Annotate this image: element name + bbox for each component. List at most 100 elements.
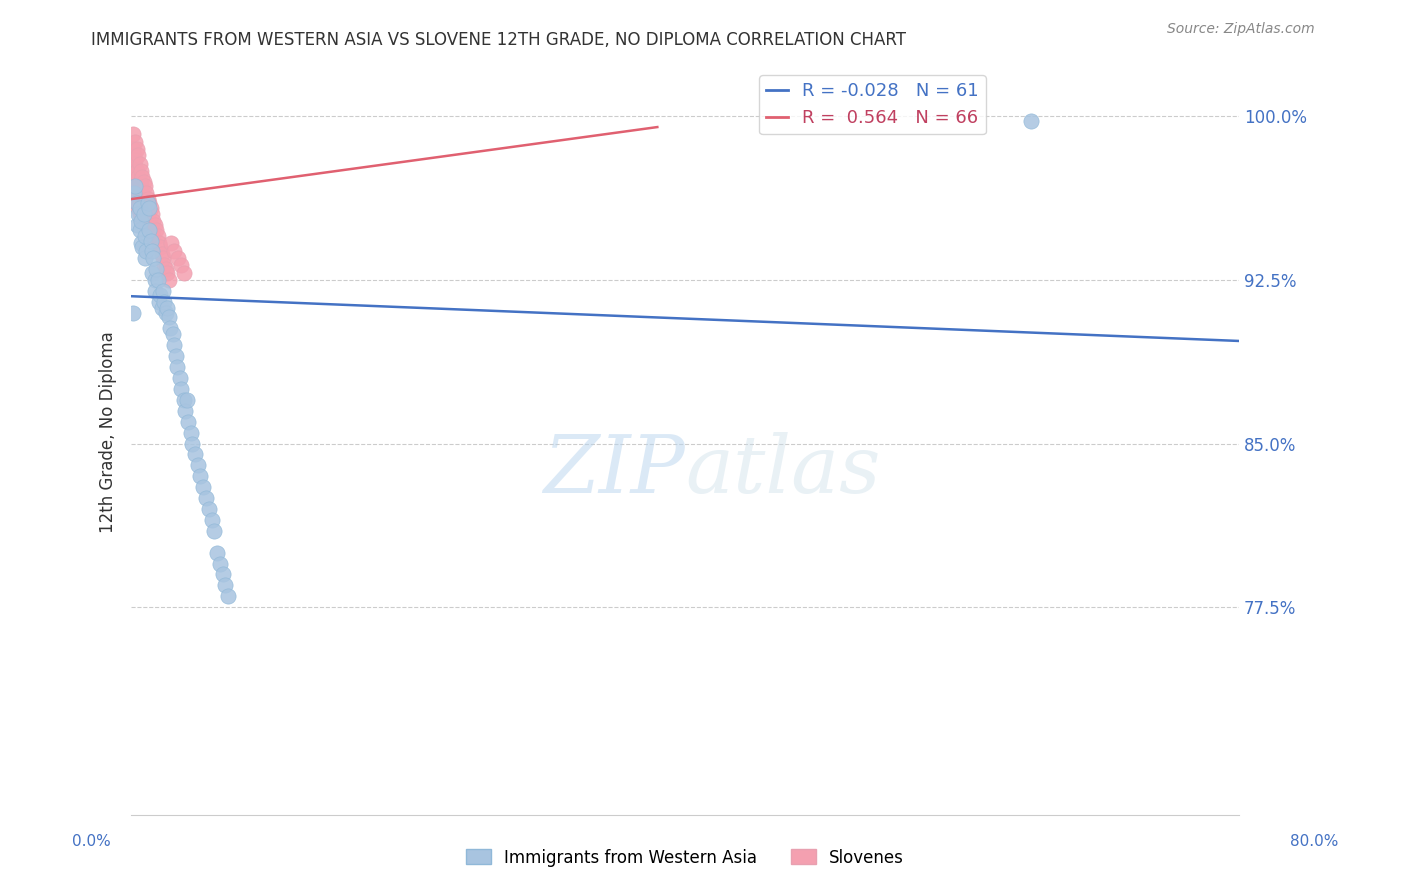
- Point: [136, 192, 159, 206]
- Point: [157, 310, 180, 324]
- Point: [138, 222, 160, 236]
- Point: [139, 219, 162, 233]
- Point: [195, 491, 218, 505]
- Point: [121, 127, 143, 141]
- Point: [143, 219, 166, 233]
- Point: [129, 179, 152, 194]
- Point: [211, 567, 233, 582]
- Point: [217, 590, 239, 604]
- Point: [139, 201, 162, 215]
- Text: Source: ZipAtlas.com: Source: ZipAtlas.com: [1167, 22, 1315, 37]
- Point: [134, 196, 156, 211]
- Point: [145, 222, 167, 236]
- Text: 0.0%: 0.0%: [72, 834, 111, 848]
- Point: [143, 273, 166, 287]
- Point: [197, 502, 219, 516]
- Point: [134, 179, 156, 194]
- Point: [142, 229, 165, 244]
- Point: [135, 244, 157, 259]
- Point: [125, 219, 148, 233]
- Point: [121, 163, 143, 178]
- Point: [125, 196, 148, 211]
- Point: [150, 246, 173, 260]
- Point: [127, 207, 149, 221]
- Point: [155, 305, 177, 319]
- Point: [173, 392, 195, 407]
- Point: [138, 201, 160, 215]
- Point: [134, 214, 156, 228]
- Point: [193, 480, 215, 494]
- Point: [149, 240, 172, 254]
- Point: [134, 229, 156, 244]
- Point: [163, 338, 186, 352]
- Point: [129, 235, 152, 250]
- Point: [129, 196, 152, 211]
- Point: [176, 392, 198, 407]
- Point: [174, 404, 197, 418]
- Point: [131, 240, 153, 254]
- Legend: R = -0.028   N = 61, R =  0.564   N = 66: R = -0.028 N = 61, R = 0.564 N = 66: [759, 75, 986, 135]
- Point: [214, 578, 236, 592]
- Point: [121, 142, 143, 156]
- Point: [128, 175, 150, 189]
- Point: [157, 273, 180, 287]
- Point: [124, 153, 146, 167]
- Point: [139, 234, 162, 248]
- Point: [125, 196, 148, 211]
- Point: [121, 305, 143, 319]
- Point: [173, 266, 195, 280]
- Point: [135, 201, 157, 215]
- Point: [143, 284, 166, 298]
- Point: [122, 192, 145, 206]
- Point: [170, 258, 193, 272]
- Point: [156, 301, 179, 316]
- Point: [129, 214, 152, 228]
- Point: [127, 186, 149, 200]
- Point: [122, 186, 145, 200]
- Text: ZIP: ZIP: [543, 432, 685, 509]
- Point: [129, 214, 152, 228]
- Point: [131, 170, 153, 185]
- Point: [142, 251, 165, 265]
- Text: 80.0%: 80.0%: [1291, 834, 1339, 848]
- Point: [159, 321, 181, 335]
- Point: [153, 294, 176, 309]
- Point: [135, 186, 157, 200]
- Point: [208, 557, 231, 571]
- Point: [128, 157, 150, 171]
- Text: atlas: atlas: [685, 432, 880, 509]
- Point: [141, 244, 163, 259]
- Point: [141, 266, 163, 280]
- Point: [142, 214, 165, 228]
- Point: [127, 148, 149, 162]
- Point: [153, 258, 176, 272]
- Point: [132, 192, 155, 206]
- Point: [205, 546, 228, 560]
- Point: [170, 382, 193, 396]
- Point: [134, 251, 156, 265]
- Point: [125, 163, 148, 178]
- Point: [184, 447, 207, 461]
- Point: [125, 179, 148, 194]
- Point: [141, 207, 163, 221]
- Point: [135, 219, 157, 233]
- Point: [136, 207, 159, 221]
- Point: [169, 371, 191, 385]
- Point: [128, 192, 150, 206]
- Point: [136, 196, 159, 211]
- Point: [131, 201, 153, 215]
- Point: [128, 201, 150, 215]
- Point: [122, 157, 145, 171]
- Point: [146, 273, 169, 287]
- Point: [124, 179, 146, 194]
- Point: [132, 175, 155, 189]
- Point: [131, 186, 153, 200]
- Point: [121, 179, 143, 194]
- Point: [122, 175, 145, 189]
- Point: [200, 513, 222, 527]
- Point: [155, 261, 177, 276]
- Point: [132, 207, 155, 221]
- Point: [156, 266, 179, 280]
- Point: [124, 136, 146, 150]
- Point: [145, 261, 167, 276]
